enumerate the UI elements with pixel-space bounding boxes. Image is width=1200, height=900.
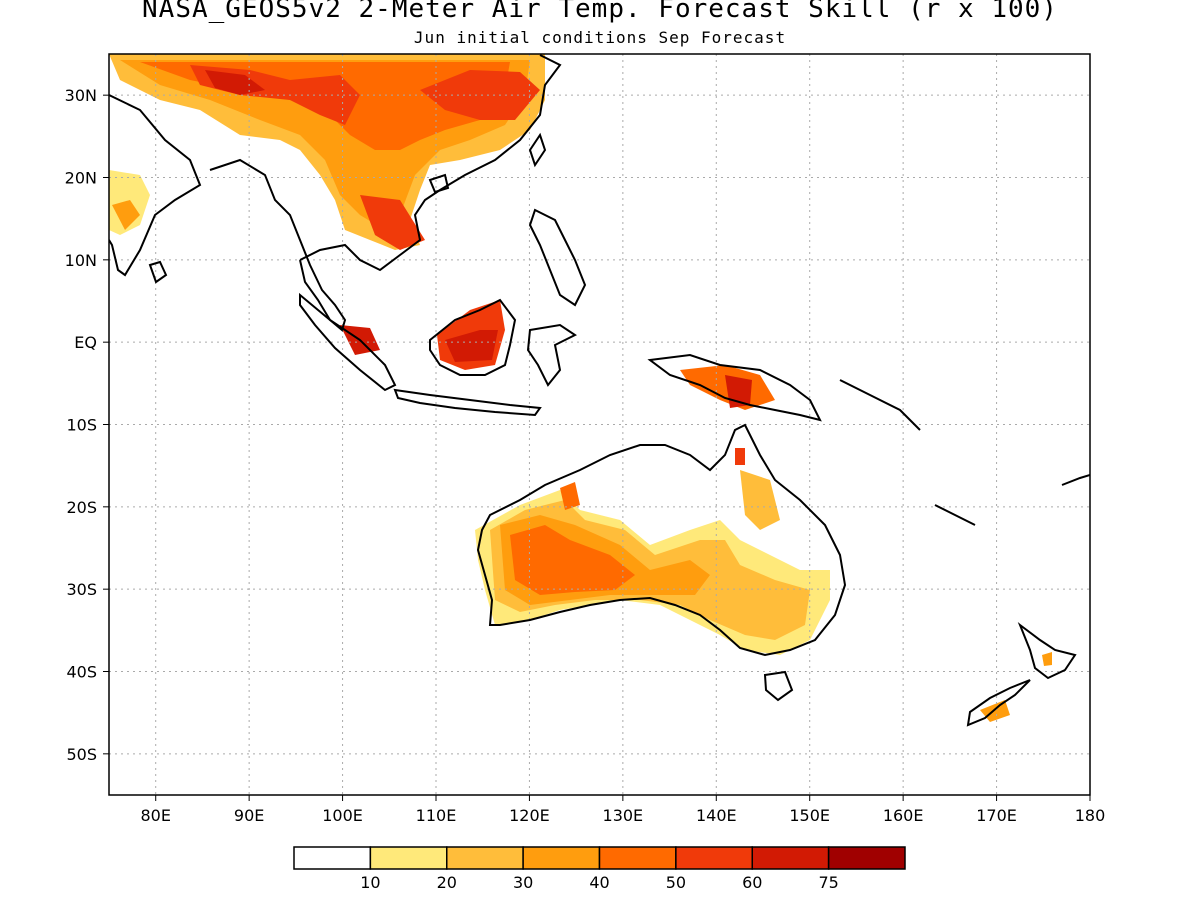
lat-tick-label: 10S xyxy=(66,416,97,435)
lat-tick-label: 10N xyxy=(65,251,97,270)
lon-tick-label: 120E xyxy=(509,806,550,825)
coast-australia xyxy=(476,423,847,657)
colorbar xyxy=(293,846,906,870)
map-frame xyxy=(108,53,1091,796)
shade-india-core xyxy=(112,200,140,230)
lon-tick-label: 160E xyxy=(883,806,924,825)
chart-title: NASA_GEOS5v2 2-Meter Air Temp. Forecast … xyxy=(142,0,1058,24)
lat-tick-label: EQ xyxy=(74,333,97,352)
shade-asia-east xyxy=(420,70,540,120)
shade-asia-core2 xyxy=(205,70,265,95)
lon-tick-label: 140E xyxy=(696,806,737,825)
colorbar-label: 20 xyxy=(437,873,457,892)
colorbar-swatch xyxy=(293,846,372,870)
coast-nz-north xyxy=(1017,622,1077,680)
colorbar-swatch xyxy=(827,846,906,870)
shade-nz-north xyxy=(1042,652,1052,666)
lon-tick-label: 180 xyxy=(1075,806,1106,825)
coast-solomons xyxy=(839,379,921,431)
colorbar-swatch xyxy=(675,846,753,870)
coast-philippines xyxy=(528,208,587,307)
colorbar-swatch xyxy=(369,846,448,870)
coast-china xyxy=(299,54,562,272)
lon-tick-label: 110E xyxy=(416,806,457,825)
colorbar-swatch xyxy=(598,846,677,870)
shade-borneo-core xyxy=(445,330,498,362)
coast-sulawesi xyxy=(526,323,577,387)
coast-taiwan xyxy=(528,132,547,168)
colorbar-label: 50 xyxy=(666,873,686,892)
coast-sumatra xyxy=(299,292,397,392)
shade-aus-ne xyxy=(740,470,780,530)
shade-indochina xyxy=(360,195,425,250)
coast-nz-south xyxy=(966,679,1031,727)
coast-bay-bengal xyxy=(209,158,347,332)
skill-shading xyxy=(109,54,1052,722)
lon-tick-label: 90E xyxy=(234,806,264,825)
coastlines xyxy=(109,54,1090,727)
colorbar-label: 40 xyxy=(589,873,609,892)
colorbar-swatch xyxy=(522,846,601,870)
colorbar-label: 30 xyxy=(513,873,533,892)
lon-tick-label: 80E xyxy=(140,806,170,825)
shade-aus-core xyxy=(510,525,635,595)
colorbar-label: 75 xyxy=(818,873,838,892)
lon-tick-label: 150E xyxy=(789,806,830,825)
grid-lines xyxy=(109,54,1090,795)
lon-tick-label: 100E xyxy=(322,806,363,825)
coast-java xyxy=(393,388,542,417)
lat-tick-label: 20N xyxy=(65,169,97,188)
lat-tick-label: 30S xyxy=(66,580,97,599)
coast-borneo xyxy=(429,298,517,376)
lat-tick-label: 40S xyxy=(66,663,97,682)
coast-india xyxy=(109,94,202,277)
coast-srilanka xyxy=(148,260,168,284)
chart-subtitle: Jun initial conditions Sep Forecast xyxy=(413,28,787,47)
lon-tick-label: 130E xyxy=(603,806,644,825)
latitude-tick-labels: 30N 20N 10N EQ 10S 20S 30S 40S 50S xyxy=(65,86,109,764)
coast-fiji xyxy=(1061,474,1090,486)
coast-newcaledonia xyxy=(934,504,976,526)
coast-png xyxy=(647,353,822,422)
colorbar-swatch xyxy=(446,846,524,870)
coast-hainan xyxy=(428,173,450,194)
coast-tasmania xyxy=(763,670,794,702)
lat-tick-label: 30N xyxy=(65,86,97,105)
shade-aus-north xyxy=(560,482,580,510)
colorbar-label: 10 xyxy=(360,873,380,892)
shade-aus-ne2 xyxy=(735,448,745,465)
lon-tick-label: 170E xyxy=(976,806,1017,825)
colorbar-swatch xyxy=(751,846,830,870)
colorbar-label: 60 xyxy=(742,873,762,892)
lat-tick-label: 50S xyxy=(66,745,97,764)
lat-tick-label: 20S xyxy=(66,498,97,517)
longitude-tick-labels: 80E 90E 100E 110E 120E 130E 140E 150E 160E 170E 18… xyxy=(140,795,1105,825)
colorbar-labels: 10 20 30 40 50 60 75 xyxy=(360,873,839,892)
